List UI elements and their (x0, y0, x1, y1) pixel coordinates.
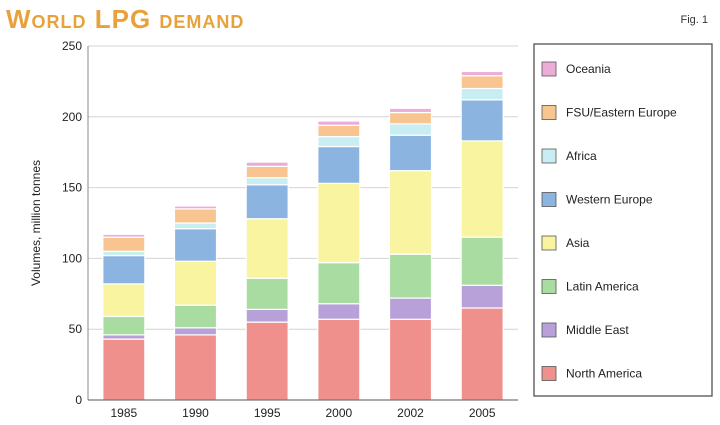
bar-stack-1990 (173, 205, 218, 401)
bar-segment-western-europe-2005 (460, 99, 504, 142)
bar-segment-latin-america-1985 (102, 315, 146, 336)
legend-label-asia: Asia (566, 236, 590, 250)
bar-segment-middle-east-2000 (317, 303, 361, 320)
bar-segment-north-america-1985 (102, 338, 146, 401)
bar-segment-north-america-2005 (460, 307, 504, 401)
bar-segment-oceania-2005 (460, 70, 504, 77)
bar-segment-oceania-1995 (245, 161, 289, 167)
bar-segment-latin-america-2005 (460, 236, 504, 286)
x-axis-ticks: 1985 1990 1995 2000 2002 2005 (110, 406, 495, 420)
legend-swatch-latin-america (541, 279, 557, 294)
bar-segment-asia-2005 (460, 140, 504, 238)
bar-segment-africa-1985 (102, 250, 146, 257)
bar-segment-asia-1990 (173, 260, 218, 306)
bar-segment-north-america-2002 (388, 318, 433, 401)
bar-segment-middle-east-2005 (460, 284, 504, 309)
y-tick-label: 200 (62, 110, 82, 124)
x-tick-label: 1990 (182, 406, 209, 420)
legend-label-latin-america: Latin America (566, 280, 639, 294)
bar-segment-africa-2002 (388, 123, 433, 136)
x-tick-label: 1985 (110, 406, 137, 420)
y-axis-label: Volumes, million tonnes (29, 160, 43, 286)
bar-segment-middle-east-1985 (102, 334, 146, 340)
bar-segment-middle-east-1995 (245, 308, 289, 323)
legend-label-middle-east: Middle East (566, 323, 629, 337)
bar-segment-fsu-eastern-europe-2002 (388, 111, 433, 125)
chart-title: World LPG demand (6, 4, 245, 34)
legend-swatch-middle-east (541, 322, 557, 338)
bar-segment-africa-1990 (173, 222, 218, 230)
bar-segment-fsu-eastern-europe-1985 (102, 236, 146, 252)
legend-swatch-asia (541, 235, 557, 251)
legend-label-north-america: North America (566, 367, 642, 381)
bar-segment-africa-2000 (317, 136, 361, 148)
bar-stack-2000 (317, 120, 361, 401)
x-tick-label: 2005 (469, 406, 496, 420)
bars (102, 70, 504, 401)
y-tick-label: 150 (62, 181, 82, 195)
bar-segment-fsu-eastern-europe-2005 (460, 75, 504, 90)
bar-segment-western-europe-1990 (173, 228, 218, 262)
bar-segment-asia-1985 (102, 283, 146, 318)
bar-segment-western-europe-1985 (102, 254, 146, 285)
bar-segment-latin-america-2002 (388, 253, 433, 299)
bar-segment-north-america-1990 (173, 334, 218, 401)
legend-swatch-oceania (541, 61, 557, 77)
bar-segment-asia-2000 (317, 182, 361, 264)
bar-segment-western-europe-2000 (317, 145, 361, 184)
y-tick-label: 100 (62, 251, 82, 265)
bar-segment-oceania-1990 (173, 205, 218, 210)
legend: Oceania FSU/Eastern Europe Africa Western E… (533, 43, 713, 397)
bar-segment-oceania-2002 (388, 107, 433, 114)
bar-segment-latin-america-2000 (317, 262, 361, 305)
bar-segment-western-europe-2002 (388, 134, 433, 172)
bar-stack-1985 (102, 233, 146, 401)
figure-label: Fig. 1 (680, 14, 708, 26)
legend-swatch-africa (541, 148, 557, 164)
bar-segment-middle-east-2002 (388, 297, 433, 320)
legend-label-western-europe: Western Europe (566, 193, 653, 207)
legend-swatch-fsu-eastern-europe (541, 105, 557, 120)
y-tick-label: 50 (69, 322, 83, 336)
bar-segment-north-america-2000 (317, 318, 361, 401)
bar-stack-1995 (245, 161, 289, 401)
bar-segment-western-europe-1995 (245, 184, 289, 220)
legend-label-africa: Africa (566, 149, 597, 163)
bar-segment-asia-2002 (388, 170, 433, 255)
x-tick-label: 2002 (397, 406, 424, 420)
x-tick-label: 2000 (325, 406, 352, 420)
bar-segment-fsu-eastern-europe-1990 (173, 208, 218, 224)
bar-segment-fsu-eastern-europe-2000 (317, 124, 361, 138)
bar-segment-fsu-eastern-europe-1995 (245, 165, 289, 179)
bar-segment-latin-america-1990 (173, 304, 218, 329)
bar-segment-oceania-2000 (317, 120, 361, 126)
legend-label-fsu-eastern-europe: FSU/Eastern Europe (566, 106, 677, 120)
x-tick-label: 1995 (254, 406, 281, 420)
bar-segment-north-america-1995 (245, 321, 289, 401)
bar-segment-latin-america-1995 (245, 277, 289, 310)
legend-label-oceania: Oceania (566, 62, 611, 76)
y-tick-label: 0 (75, 393, 82, 407)
bar-segment-asia-1995 (245, 218, 289, 279)
bar-segment-africa-2005 (460, 87, 504, 101)
legend-swatch-western-europe (541, 192, 557, 207)
legend-box (533, 43, 713, 397)
bar-stack-2005 (460, 70, 504, 401)
bar-segment-oceania-1985 (102, 233, 146, 238)
bar-segment-africa-1995 (245, 177, 289, 186)
y-axis-ticks: 0 50 100 150 200 250 (62, 39, 82, 407)
legend-swatch-north-america (541, 366, 557, 381)
bar-stack-2002 (388, 107, 433, 401)
gridlines (88, 45, 518, 330)
bar-segment-middle-east-1990 (173, 327, 218, 336)
y-tick-label: 250 (62, 39, 82, 53)
